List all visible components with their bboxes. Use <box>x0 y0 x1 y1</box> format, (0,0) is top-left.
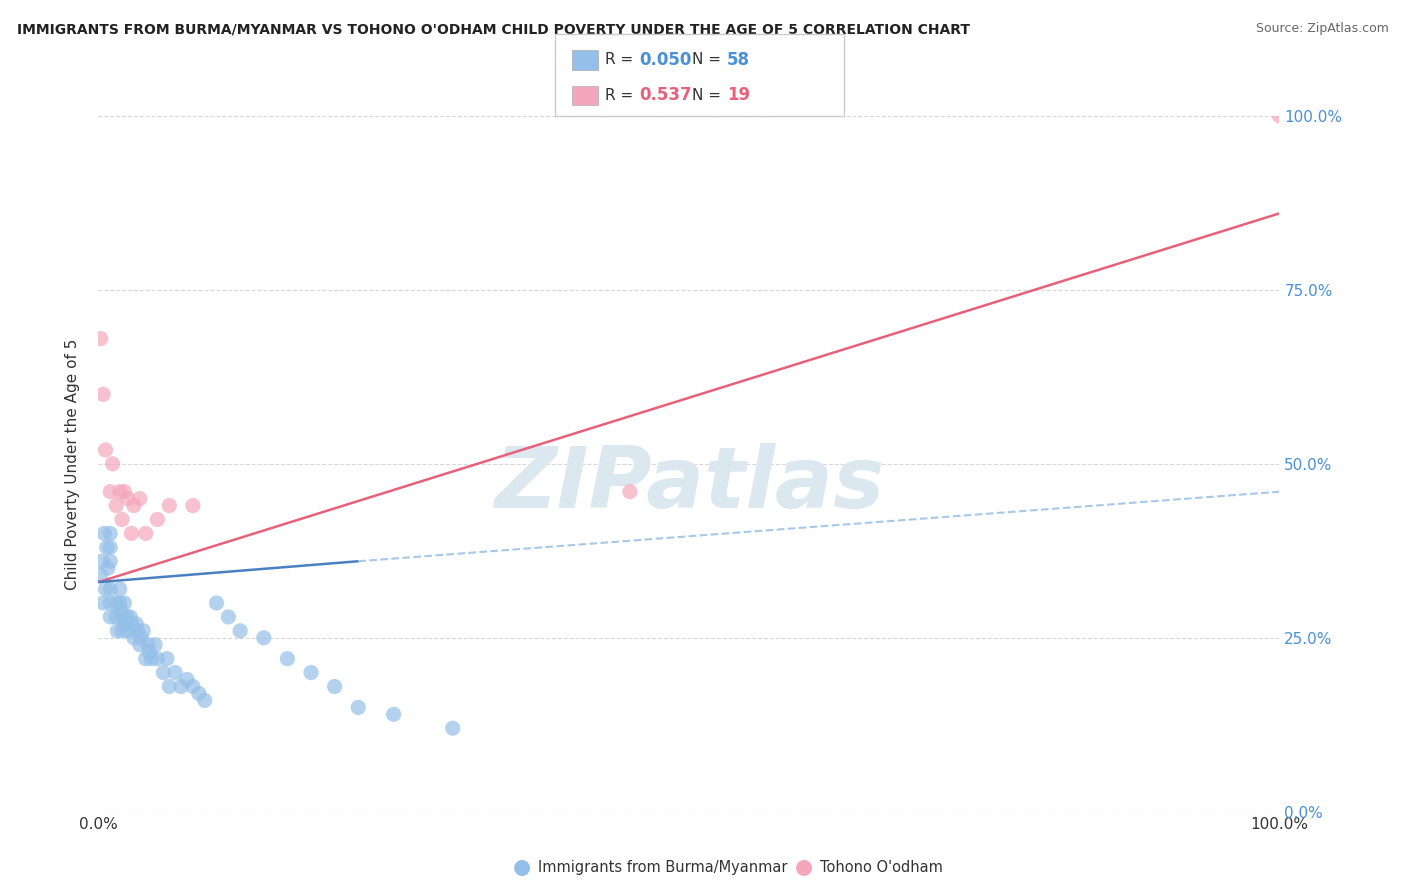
Point <box>205 596 228 610</box>
Point <box>323 680 346 694</box>
Point <box>128 638 150 652</box>
Point <box>98 526 121 541</box>
Point <box>253 631 276 645</box>
Point <box>101 457 124 471</box>
Text: R =: R = <box>605 53 638 67</box>
Point <box>111 624 134 638</box>
Point <box>98 610 121 624</box>
Point <box>105 499 128 513</box>
Point <box>122 631 145 645</box>
Point <box>138 645 160 659</box>
Point <box>135 526 157 541</box>
Point <box>112 596 135 610</box>
Text: 0.537: 0.537 <box>640 87 692 104</box>
Point <box>165 665 187 680</box>
Point <box>98 484 121 499</box>
Point <box>108 596 131 610</box>
Point <box>97 561 120 575</box>
Point <box>98 554 121 568</box>
Text: R =: R = <box>605 88 638 103</box>
Point <box>121 526 143 541</box>
Point <box>382 707 405 722</box>
Point <box>111 512 134 526</box>
Point <box>441 721 464 735</box>
Point <box>91 596 114 610</box>
Point <box>98 582 121 596</box>
Point <box>146 512 169 526</box>
Point <box>110 603 132 617</box>
Point <box>127 624 149 638</box>
Point <box>121 616 143 631</box>
Point <box>299 665 322 680</box>
Point <box>156 651 179 665</box>
Point <box>217 610 239 624</box>
Point <box>94 582 117 596</box>
Point <box>98 541 121 555</box>
Text: 19: 19 <box>727 87 749 104</box>
Text: ZIPatlas: ZIPatlas <box>494 443 884 526</box>
Point <box>619 484 641 499</box>
Point <box>108 484 131 499</box>
Text: 0.050: 0.050 <box>640 51 692 69</box>
Point <box>91 554 114 568</box>
Point <box>143 638 166 652</box>
Point <box>181 499 204 513</box>
Point <box>125 616 148 631</box>
Point <box>117 624 139 638</box>
Point <box>93 526 115 541</box>
Point <box>91 387 114 401</box>
Point <box>122 499 145 513</box>
Point <box>111 610 134 624</box>
Text: Immigrants from Burma/Myanmar: Immigrants from Burma/Myanmar <box>538 860 787 874</box>
Text: N =: N = <box>692 88 725 103</box>
Point <box>347 700 370 714</box>
Point <box>157 499 180 513</box>
Point <box>112 484 135 499</box>
Point <box>115 610 138 624</box>
Text: ●: ● <box>513 857 531 877</box>
Point <box>194 693 217 707</box>
Point <box>229 624 252 638</box>
Point <box>128 491 150 506</box>
Point <box>94 442 117 457</box>
Y-axis label: Child Poverty Under the Age of 5: Child Poverty Under the Age of 5 <box>65 338 80 590</box>
Point <box>112 616 135 631</box>
Point <box>108 582 131 596</box>
Point <box>132 624 155 638</box>
Point <box>146 651 169 665</box>
Text: 58: 58 <box>727 51 749 69</box>
Point <box>90 568 112 582</box>
Point <box>187 686 209 700</box>
Text: N =: N = <box>692 53 725 67</box>
Point <box>176 673 198 687</box>
Point <box>120 610 142 624</box>
Point <box>157 680 180 694</box>
Text: ●: ● <box>794 857 813 877</box>
Point <box>276 651 298 665</box>
Text: IMMIGRANTS FROM BURMA/MYANMAR VS TOHONO O'ODHAM CHILD POVERTY UNDER THE AGE OF 5: IMMIGRANTS FROM BURMA/MYANMAR VS TOHONO … <box>17 22 970 37</box>
Point <box>105 624 128 638</box>
Point <box>135 651 157 665</box>
Point <box>136 638 159 652</box>
Text: Source: ZipAtlas.com: Source: ZipAtlas.com <box>1256 22 1389 36</box>
Point <box>105 610 128 624</box>
Point <box>98 596 121 610</box>
Point <box>141 651 163 665</box>
Point <box>105 596 128 610</box>
Point <box>96 541 118 555</box>
Point <box>90 332 112 346</box>
Point <box>1268 109 1291 123</box>
Point <box>117 491 139 506</box>
Text: Tohono O'odham: Tohono O'odham <box>820 860 942 874</box>
Point <box>170 680 193 694</box>
Point <box>129 631 152 645</box>
Point <box>152 665 174 680</box>
Point <box>181 680 204 694</box>
